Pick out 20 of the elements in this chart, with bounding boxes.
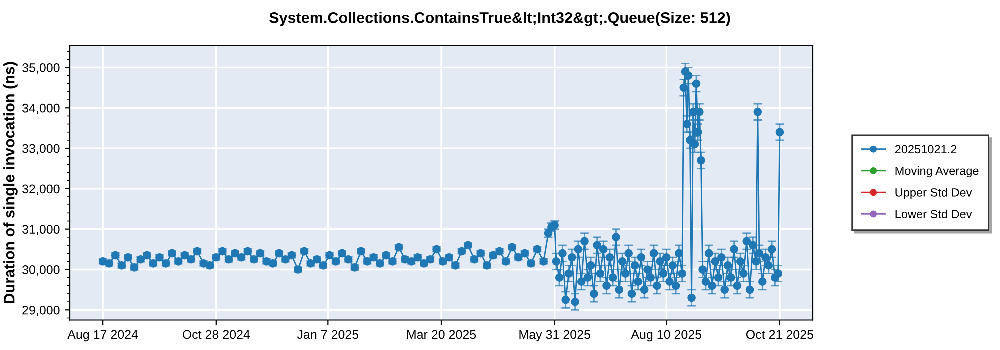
y-axis-title: Duration of single invocation (ns) xyxy=(4,62,18,304)
x-tick-label: Aug 17 2024 xyxy=(68,330,138,342)
y-tick-label: 33,000 xyxy=(22,144,60,155)
legend-label: Upper Std Dev xyxy=(896,188,972,200)
x-tick-label: Aug 10 2025 xyxy=(631,330,702,342)
y-tick-label: 29,000 xyxy=(22,306,60,316)
y-tick-label: 35,000 xyxy=(22,64,60,74)
x-tick-label: Oct 21 2025 xyxy=(746,330,814,340)
x-tick-label: May 31 2025 xyxy=(520,330,590,342)
legend-label: 20251021.2 xyxy=(895,145,957,154)
y-tick-label: 32,000 xyxy=(22,184,60,196)
y-tick-label: 30,000 xyxy=(22,266,60,276)
legend-label: Moving Average xyxy=(896,166,979,178)
legend-label: Lower Std Dev xyxy=(896,210,972,218)
y-tick-label: 34,000 xyxy=(22,104,60,114)
y-tick-label: 31,000 xyxy=(22,225,60,236)
x-tick-label: Mar 20 2025 xyxy=(407,330,476,340)
x-tick-label: Jan 7 2025 xyxy=(297,330,359,340)
chart-title: System.Collections.ContainsTrue&lt;Int32&gt;.Queue(Size: 512) xyxy=(270,12,730,26)
x-tick-label: Oct 28 2024 xyxy=(182,330,250,340)
